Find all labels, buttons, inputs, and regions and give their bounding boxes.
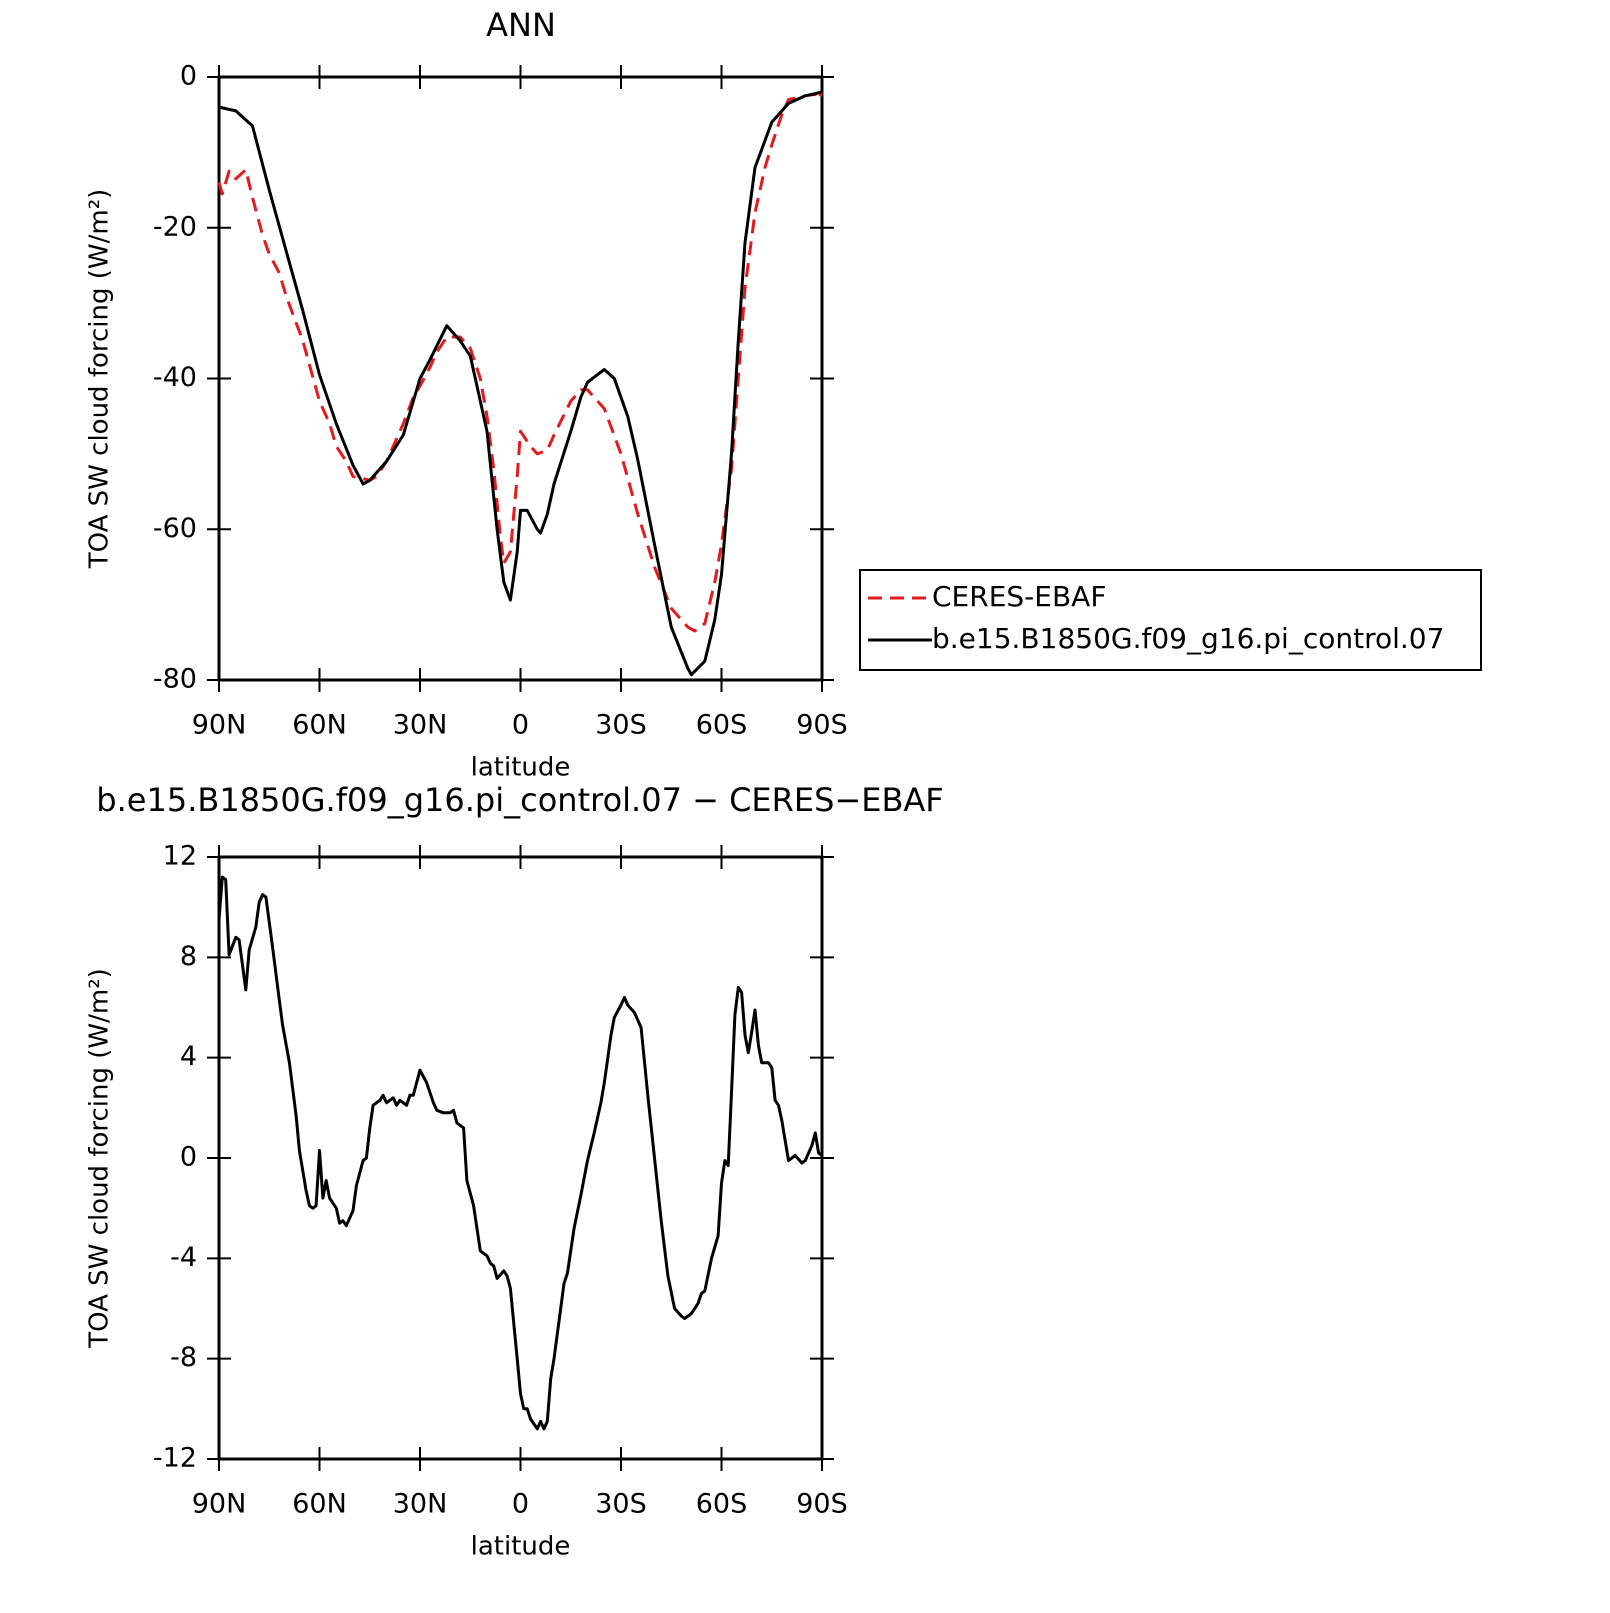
y-tick-label: -4	[170, 1242, 197, 1273]
y-tick-label: 8	[180, 941, 197, 972]
x-tick-label: 0	[512, 1489, 529, 1520]
y-tick-label: 4	[180, 1041, 197, 1072]
y-tick-label: -20	[153, 211, 197, 242]
y-tick-label: -8	[170, 1342, 197, 1373]
plot-frame	[217, 75, 824, 682]
data-line	[217, 875, 823, 1431]
x-tick-label: 60S	[696, 1489, 748, 1520]
y-tick-label: -40	[153, 362, 197, 393]
legend-label: b.e15.B1850G.f09_g16.pi_control.07	[932, 622, 1444, 655]
y-tick-label: -60	[153, 513, 197, 544]
x-tick-label: 0	[512, 710, 529, 741]
plot-frame	[217, 855, 824, 1461]
x-axis-label: latitude	[471, 1532, 571, 1562]
data-line	[218, 90, 823, 677]
chart-title: ANN	[486, 6, 556, 44]
legend-label: CERES-EBAF	[932, 580, 1106, 613]
y-tick-label: -80	[153, 664, 197, 695]
x-tick-label: 30N	[393, 710, 448, 741]
x-tick-label: 90S	[796, 1489, 848, 1520]
y-tick-label: 0	[180, 61, 197, 92]
chart-title: b.e15.B1850G.f09_g16.pi_control.07 − CER…	[96, 781, 943, 819]
x-tick-label: 90N	[192, 1489, 247, 1520]
y-tick-label: -12	[153, 1443, 197, 1474]
x-tick-label: 60N	[292, 1489, 347, 1520]
x-tick-label: 30N	[393, 1489, 448, 1520]
y-tick-label: 0	[180, 1142, 197, 1173]
x-tick-label: 90N	[192, 710, 247, 741]
x-tick-label: 30S	[595, 1489, 647, 1520]
x-tick-label: 90S	[796, 710, 848, 741]
legend: CERES-EBAF b.e15.B1850G.f09_g16.pi_contro…	[859, 569, 1482, 671]
x-axis-label: latitude	[471, 753, 571, 783]
y-tick-label: 12	[163, 841, 197, 872]
data-line	[217, 91, 824, 633]
y-axis-label: TOA SW cloud forcing (W/m²)	[85, 189, 115, 570]
legend-box	[859, 569, 1482, 671]
x-tick-label: 60S	[696, 710, 748, 741]
x-tick-label: 30S	[595, 710, 647, 741]
y-axis-label: TOA SW cloud forcing (W/m²)	[85, 968, 115, 1349]
x-tick-label: 60N	[292, 710, 347, 741]
